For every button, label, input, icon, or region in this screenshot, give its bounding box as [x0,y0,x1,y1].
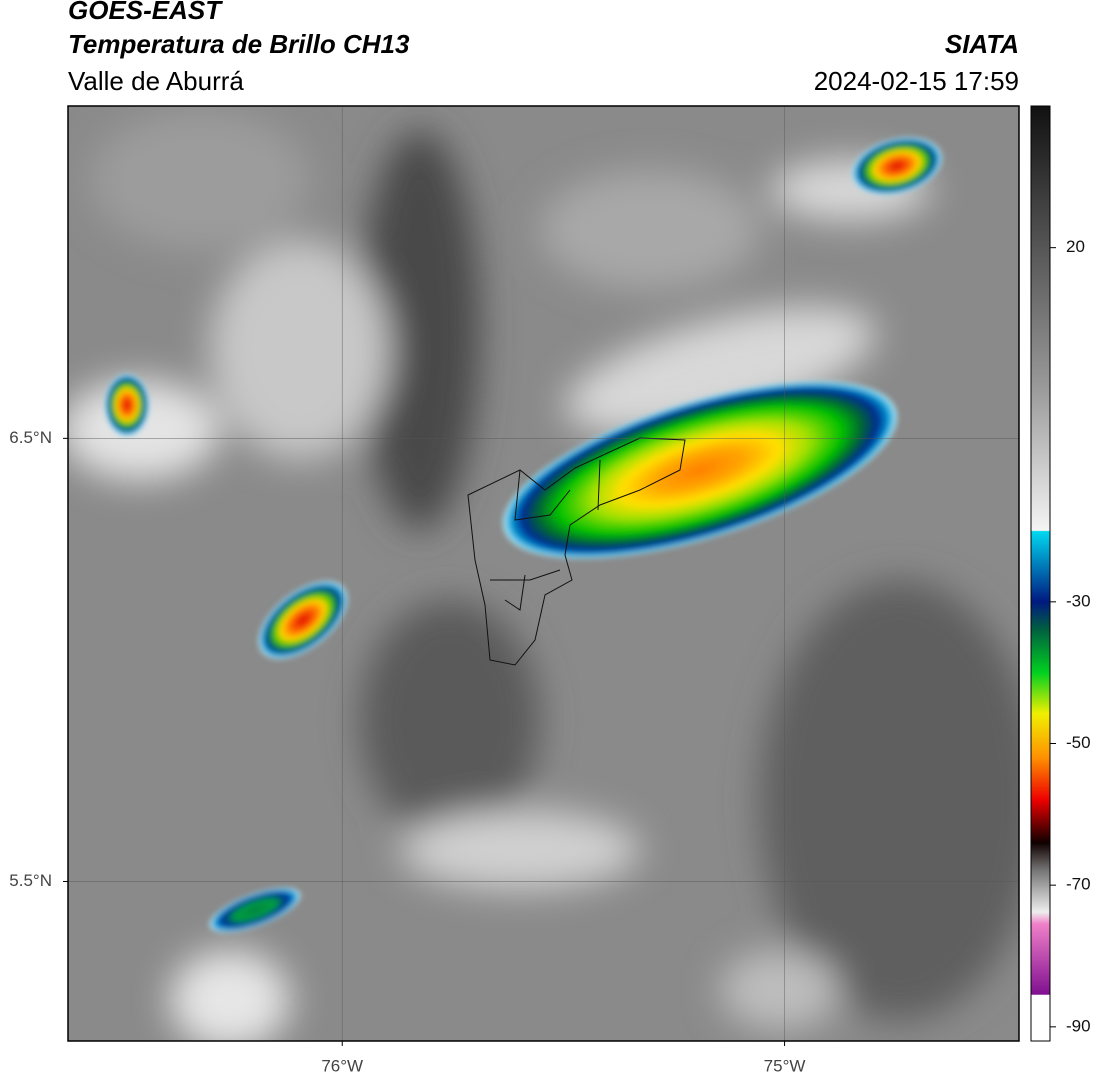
municipal-boundaries [467,437,686,666]
title: GOES-EAST [68,0,223,25]
colorbar-tick-label: -70 [1066,875,1091,894]
map-frame [67,105,1020,1042]
source: SIATA [945,29,1019,59]
x-tick-label: 76°W [321,1056,363,1075]
colorbar-tick-label: 20 [1066,237,1085,256]
region: Valle de Aburrá [68,66,244,96]
subtitle: Temperatura de Brillo CH13 [68,29,410,59]
colorbar-tick-label: -30 [1066,591,1091,610]
colorbar-tick-label: -90 [1066,1016,1091,1035]
y-tick-label: 5.5°N [9,871,52,890]
y-tick-label: 6.5°N [9,428,52,447]
colorbar [1030,105,1051,1042]
satellite-image [68,106,1019,1041]
grid [68,106,1019,1041]
colorbar-tick-label: -50 [1066,733,1091,752]
x-tick-label: 75°W [764,1056,806,1075]
datetime: 2024-02-15 17:59 [814,66,1019,96]
